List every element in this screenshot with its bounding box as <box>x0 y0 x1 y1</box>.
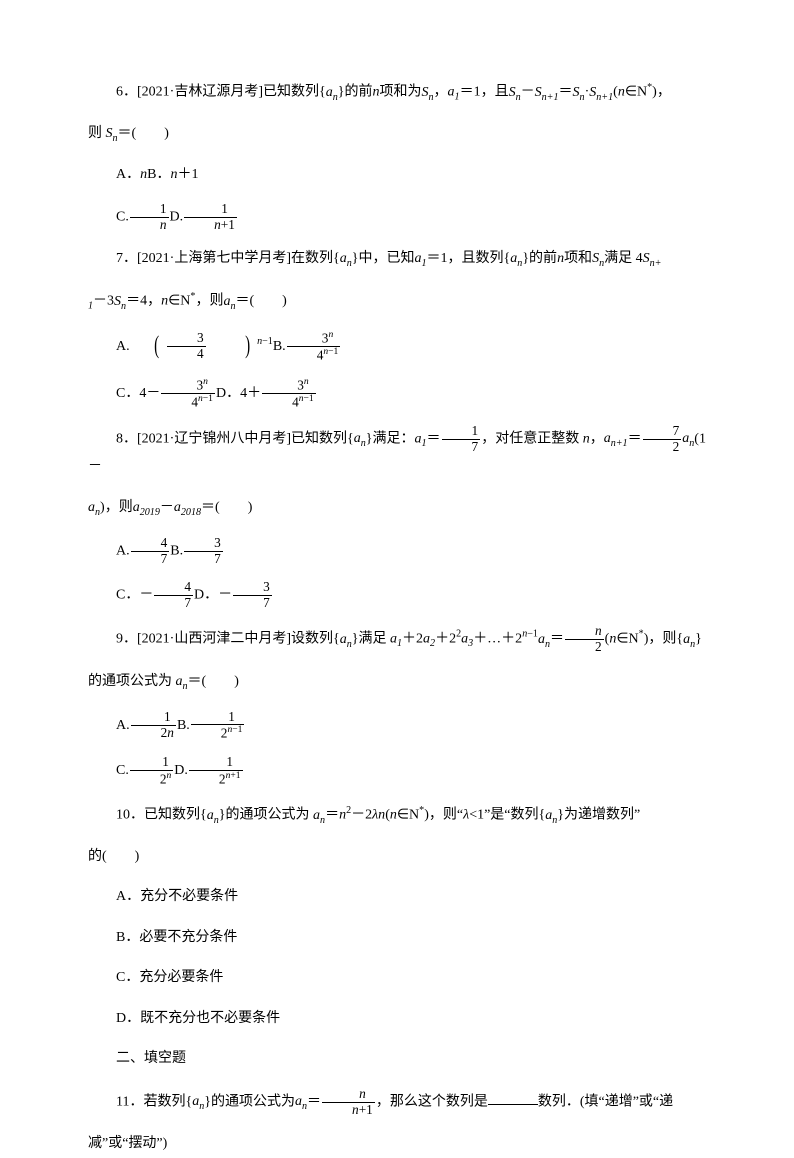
q8-stem: 8．[2021·辽宁锦州八中月考]已知数列{an}满足：a1＝17，对任意正整数… <box>88 424 706 481</box>
q10-stem-2: 的( ) <box>88 844 706 871</box>
q7-opt-ab: A.(34 )n−1B.3n4n−1 <box>88 330 706 363</box>
q7-opt-cd: C．4－3n4n−1D．4＋3n4n−1 <box>88 377 706 410</box>
q9-opt-cd: C.12nD.12n+1 <box>88 755 706 787</box>
q7-stem-2: 1－3Sn＝4，n∈N*，则an＝( ) <box>88 287 706 316</box>
section-2-title: 二、填空题 <box>88 1046 706 1073</box>
q10-opt-a: A．充分不必要条件 <box>88 884 706 911</box>
q6-opt-ab: A．nB．n＋1 <box>88 162 706 189</box>
q6-opt-cd: C.1nD.1n+1 <box>88 202 706 232</box>
q10-opt-d: D．既不充分也不必要条件 <box>88 1006 706 1033</box>
q10-opt-c: C．充分必要条件 <box>88 965 706 992</box>
q6-stem: 6．[2021·吉林辽源月考]已知数列{an}的前n项和为Sn，a1＝1，且Sn… <box>88 78 706 107</box>
q11-stem: 11．若数列{an}的通项公式为an＝nn+1，那么这个数列是数列．(填“递增”… <box>88 1087 706 1117</box>
q10-opt-b: B．必要不充分条件 <box>88 925 706 952</box>
q11-stem-2: 减”或“摆动”) <box>88 1131 706 1158</box>
q9-stem-2: 的通项公式为 an＝( ) <box>88 669 706 696</box>
q7-stem: 7．[2021·上海第七中学月考]在数列{an}中，已知a1＝1，且数列{an}… <box>88 246 706 273</box>
page: 6．[2021·吉林辽源月考]已知数列{an}的前n项和为Sn，a1＝1，且Sn… <box>0 0 794 1123</box>
q9-stem: 9．[2021·山西河津二中月考]设数列{an}满足 a1＋2a2＋22a3＋…… <box>88 624 706 654</box>
q8-opt-ab: A.47B.37 <box>88 536 706 566</box>
q8-stem-2: an)，则a2019－a2018＝( ) <box>88 495 706 522</box>
q9-opt-ab: A.12nB.12n−1 <box>88 710 706 742</box>
q6-stem-2: 则 Sn＝( ) <box>88 121 706 148</box>
q8-opt-cd: C．－47D．－37 <box>88 580 706 610</box>
q10-stem: 10．已知数列{an}的通项公式为 an＝n2－2λn(n∈N*)，则“λ<1”… <box>88 801 706 830</box>
